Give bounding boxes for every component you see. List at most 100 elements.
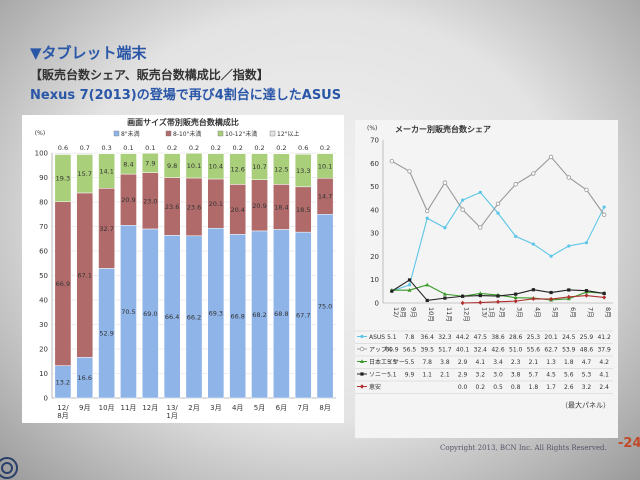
table-cell: 1.7 [546, 384, 556, 391]
data-label: 66.4 [165, 313, 179, 321]
data-label: 66.8 [230, 313, 244, 321]
legend-label: 8-10"未満 [173, 130, 201, 138]
x-tick-label-group: 12月 [463, 307, 471, 322]
y-tick-label: 40 [39, 297, 48, 305]
table-cell: 3.2 [582, 384, 592, 391]
table-series-name: ASUS [369, 334, 385, 341]
data-label: 69.3 [209, 310, 223, 318]
table-cell: 25.3 [527, 334, 541, 341]
table-cell: 5.5 [387, 359, 397, 366]
x-tick-label: 3月 [210, 404, 221, 412]
maker-share-chart-panel: メーカー別販売台数シェア (%) 0 10 20 30 40 50 60 70 12/8月 9月 10月… [355, 120, 618, 438]
table-cell: 55.6 [527, 347, 541, 354]
data-label: 8.4 [123, 160, 133, 168]
y-tick-label: 80 [39, 199, 48, 207]
y-axis-unit: (%) [35, 130, 45, 137]
legend-swatch [217, 130, 224, 137]
data-point [389, 158, 395, 164]
x-tick-label-group: 11月 [445, 307, 453, 322]
data-label: 14.7 [318, 193, 332, 201]
data-point [602, 291, 606, 296]
x-tick-label: 12/ [392, 307, 400, 318]
chart-title: メーカー別販売台数シェア [395, 124, 491, 134]
table-cell: 32.4 [474, 347, 488, 354]
data-point [359, 346, 365, 352]
data-label: 23.0 [143, 197, 157, 205]
data-point [584, 241, 589, 245]
data-point [514, 234, 518, 239]
series-line [391, 284, 605, 301]
data-label: 67.7 [296, 312, 310, 320]
table-cell: 5.7 [529, 372, 539, 379]
data-label: 16.6 [78, 374, 92, 382]
data-label: 0.2 [320, 144, 330, 152]
data-label: 18.4 [274, 203, 288, 211]
table-cell: 0.0 [458, 384, 468, 391]
data-point [360, 372, 364, 376]
data-label: 0.2 [211, 144, 221, 152]
table-cell: 38.6 [491, 334, 505, 341]
x-tick-label: 7月 [297, 404, 308, 412]
x-tick-label: 5月 [551, 307, 559, 318]
table-cell: 0.8 [511, 384, 521, 391]
data-label: 69.0 [143, 310, 157, 318]
x-tick-label: 10月 [99, 404, 115, 412]
data-point [496, 211, 500, 215]
data-point [390, 289, 394, 293]
legend-label: 10-12"未満 [225, 130, 257, 138]
data-point [407, 278, 412, 282]
y-axis-unit: (%) [367, 125, 377, 132]
data-label: 10.1 [318, 162, 332, 170]
section-title: ▼タブレット端末 [30, 44, 147, 62]
table-cell: 2.1 [440, 372, 450, 379]
data-point [478, 300, 483, 305]
chart-title: 画面サイズ帯別販売台数構成比 [127, 117, 239, 127]
legend-label: 8"未満 [121, 130, 140, 138]
data-label: 66.9 [56, 280, 70, 288]
x-tick-label: 1月 [487, 307, 495, 318]
table-cell: 24.5 [562, 334, 576, 341]
y-tick-label: 60 [370, 160, 379, 168]
y-tick-label: 100 [35, 150, 48, 158]
data-point [478, 225, 483, 230]
data-point [531, 171, 536, 176]
data-point [549, 296, 554, 302]
table-cell: 7.8 [405, 334, 415, 341]
table-cell: 5.1 [387, 372, 397, 379]
data-point [425, 216, 429, 220]
x-tick-label-group: 2月 [498, 307, 506, 318]
x-tick-label: 12月 [463, 307, 471, 322]
data-point [461, 294, 465, 298]
data-point [442, 180, 448, 185]
data-label: 0.1 [123, 144, 133, 152]
x-tick-label: 2月 [188, 404, 199, 412]
x-tick-label-group: 8月 [604, 307, 612, 318]
data-point [407, 283, 412, 287]
data-label: 20.1 [209, 200, 223, 208]
y-tick-label: 20 [370, 253, 379, 261]
x-tick-label: 12月 [142, 404, 158, 412]
table-cell: 0.5 [493, 384, 503, 391]
data-point [478, 293, 482, 298]
x-tick-label-group: 9月 [410, 307, 418, 318]
data-point [407, 287, 412, 292]
y-tick-label: 30 [39, 321, 48, 329]
table-cell: 39.5 [421, 347, 435, 354]
table-cell: 1.8 [564, 359, 574, 366]
table-cell: 32.3 [438, 334, 452, 341]
x-tick-label: 4月 [533, 307, 541, 318]
table-cell: 25.9 [580, 334, 594, 341]
table-cell: 41.2 [597, 334, 611, 341]
size-composition-chart: 画面サイズ帯別販売台数構成比 8"未満 8-10"未満 10-12"未満 12"以上 (%… [35, 117, 336, 420]
data-point [461, 198, 465, 202]
headline: Nexus 7(2013)の登場で再び4割台に達したASUS [30, 88, 342, 103]
table-cell: 3.4 [493, 359, 503, 366]
x-tick-label: 9月 [79, 404, 90, 412]
table-cell: 28.6 [509, 334, 523, 341]
table-cell: 1.1 [422, 372, 432, 379]
data-label: 70.5 [121, 308, 135, 316]
data-point [425, 298, 429, 303]
table-cell: 2.3 [511, 359, 521, 366]
table-cell: 3.8 [511, 372, 521, 379]
data-label: 52.9 [99, 330, 113, 338]
